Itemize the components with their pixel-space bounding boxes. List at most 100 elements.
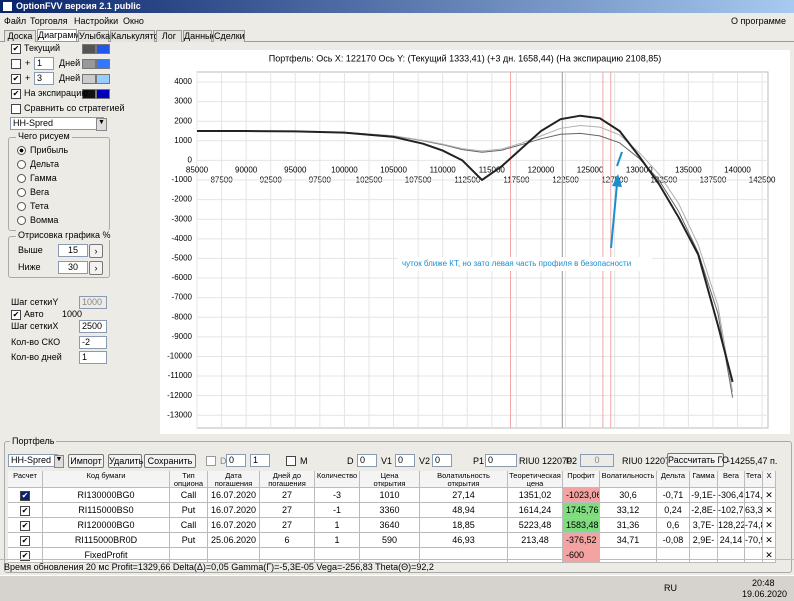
color-swatch[interactable] (82, 74, 96, 84)
delete-cell[interactable]: ✕ (763, 488, 776, 503)
radio[interactable] (17, 146, 26, 155)
calc-cell[interactable]: ✔ (8, 488, 43, 503)
column-header[interactable]: Волатильность открытия (420, 471, 508, 488)
column-header[interactable]: Цена открытия (360, 471, 420, 488)
dropdown-arrow[interactable]: ▼ (96, 118, 107, 131)
menu-item[interactable]: О программе (730, 16, 786, 26)
radio[interactable] (17, 216, 26, 225)
x-tick-label: 135000 (675, 166, 702, 175)
radio[interactable] (17, 174, 26, 183)
column-header[interactable]: Дата погашения (208, 471, 260, 488)
color-swatch[interactable] (82, 59, 96, 69)
column-header[interactable]: Количество (315, 471, 360, 488)
button[interactable]: Сохранить (144, 454, 196, 468)
tab[interactable]: Диаграмма (37, 29, 85, 41)
input[interactable]: 30 (58, 261, 88, 274)
spin-button[interactable]: › (89, 244, 103, 258)
strategy-select[interactable]: HH-Spred (10, 117, 104, 130)
dropdown-arrow[interactable]: ▼ (54, 455, 64, 468)
x-tick-label: 90000 (235, 166, 258, 175)
color-swatch[interactable] (96, 74, 110, 84)
column-header[interactable]: Код бумаги (43, 471, 170, 488)
input[interactable]: 0 (432, 454, 452, 467)
column-header[interactable]: Профит (563, 471, 600, 488)
input[interactable]: 2500 (79, 320, 107, 333)
table-cell: 16.07.2020 (208, 488, 260, 503)
checkbox[interactable] (11, 59, 21, 69)
radio[interactable] (17, 202, 26, 211)
checkbox[interactable] (286, 456, 296, 466)
calc-cell[interactable]: ✔ (8, 503, 43, 518)
button[interactable]: Удалить (108, 454, 144, 468)
input[interactable]: 15 (58, 244, 88, 257)
button[interactable]: Рассчитать ГО (667, 453, 729, 467)
color-swatch[interactable] (96, 89, 110, 99)
y-tick-label: -7000 (172, 293, 193, 302)
checkbox[interactable]: ✔ (11, 89, 21, 99)
menu-item[interactable]: Торговля (30, 16, 68, 26)
table-cell: -306,47 (718, 488, 745, 503)
table-cell: -9,1E-05 (690, 488, 718, 503)
column-header[interactable]: Тип опциона (170, 471, 208, 488)
tab[interactable]: Лог (156, 30, 182, 42)
input[interactable]: 3 (34, 72, 54, 85)
clock-time: 20:48 (752, 578, 775, 588)
checkbox[interactable]: ✔ (20, 521, 30, 531)
column-header[interactable]: Тета (745, 471, 763, 488)
input[interactable]: 0 (485, 454, 517, 467)
color-swatch[interactable] (96, 59, 110, 69)
menu-item[interactable]: Файл (4, 16, 27, 26)
checkbox[interactable] (206, 456, 216, 466)
button[interactable]: Импорт (68, 454, 104, 468)
delete-cell[interactable]: ✕ (763, 533, 776, 548)
delete-cell[interactable]: ✕ (763, 518, 776, 533)
spin-input[interactable]: 0 (226, 454, 246, 467)
input[interactable]: 0 (357, 454, 377, 467)
tab[interactable]: Калькулятор (110, 30, 164, 42)
spin-input[interactable]: 1 (250, 454, 270, 467)
column-header[interactable]: Расчет (8, 471, 43, 488)
menu-item[interactable]: Окно (123, 16, 144, 26)
y-tick-label: -13000 (167, 410, 192, 419)
column-header[interactable]: Волатильность (600, 471, 657, 488)
color-swatch[interactable] (96, 44, 110, 54)
checkbox[interactable]: ✔ (11, 74, 21, 84)
checkbox[interactable]: ✔ (20, 551, 30, 561)
y-tick-label: 3000 (174, 97, 192, 106)
input[interactable]: 1 (79, 351, 107, 364)
column-header[interactable]: Теоретическая цена (508, 471, 563, 488)
checkbox[interactable]: ✔ (20, 536, 30, 546)
language[interactable]: RU (664, 583, 677, 593)
column-header[interactable]: Дней до погашения (260, 471, 315, 488)
column-header[interactable]: Вега (718, 471, 745, 488)
spin-button[interactable]: › (89, 261, 103, 275)
column-header[interactable]: Гамма (690, 471, 718, 488)
checkbox[interactable]: ✔ (11, 310, 21, 320)
input[interactable]: 0 (395, 454, 415, 467)
column-header[interactable]: Дельта (657, 471, 690, 488)
tab[interactable]: Улыбка (78, 30, 111, 42)
label: Сравнить со стратегией (24, 103, 125, 113)
portfolio-select[interactable]: HH-Spred (8, 454, 58, 467)
table-cell: 3640 (360, 518, 420, 533)
color-swatch[interactable] (82, 89, 96, 99)
input[interactable]: -2 (79, 336, 107, 349)
radio[interactable] (17, 160, 26, 169)
tab[interactable]: Сделки (213, 30, 245, 42)
color-swatch[interactable] (82, 44, 96, 54)
tab[interactable]: Доска (4, 30, 36, 42)
column-header[interactable]: X (763, 471, 776, 488)
radio[interactable] (17, 188, 26, 197)
checkbox[interactable]: ✔ (11, 44, 21, 54)
y-tick-label: -2000 (172, 195, 193, 204)
input[interactable]: 1 (34, 57, 54, 70)
checkbox[interactable] (11, 104, 21, 114)
menu-item[interactable]: Настройки (74, 16, 119, 26)
tab[interactable]: Данные (183, 30, 217, 42)
checkbox[interactable]: ✔ (20, 506, 30, 516)
checkbox[interactable]: ✔ (20, 491, 30, 501)
calc-cell[interactable]: ✔ (8, 518, 43, 533)
calc-cell[interactable]: ✔ (8, 533, 43, 548)
delete-cell[interactable]: ✕ (763, 503, 776, 518)
y-tick-label: 2000 (174, 116, 192, 125)
